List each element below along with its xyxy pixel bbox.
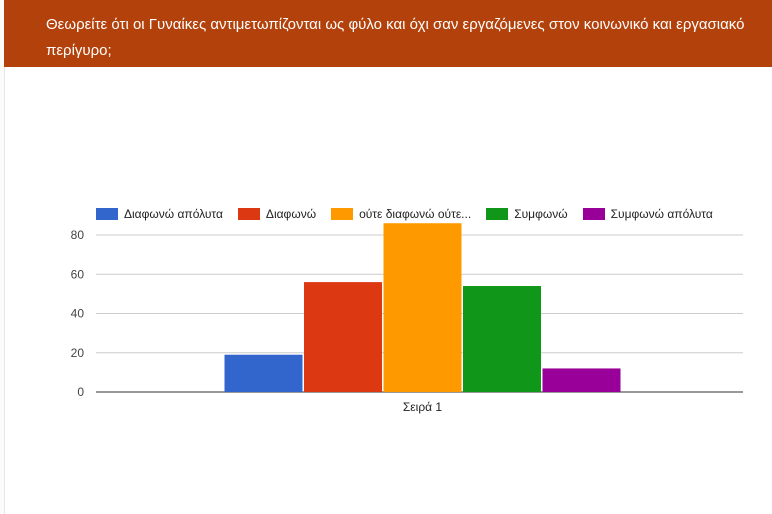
question-header: Θεωρείτε ότι οι Γυναίκες αντιμετωπίζοντα…	[4, 0, 772, 67]
bar-5	[542, 368, 621, 392]
legend-swatch	[96, 208, 118, 220]
legend-label: Συμφωνώ	[514, 207, 568, 221]
legend-item: Διαφωνώ απόλυτα	[96, 207, 223, 221]
legend-swatch	[582, 208, 605, 220]
legend-label: Διαφωνώ απόλυτα	[124, 207, 223, 221]
question-title: Θεωρείτε ότι οι Γυναίκες αντιμετωπίζοντα…	[46, 16, 745, 59]
legend-swatch	[331, 208, 354, 220]
bar-1	[224, 354, 303, 392]
legend-item: Συμφωνώ	[486, 207, 568, 221]
y-tick-label: 80	[71, 228, 85, 242]
chart-legend: Διαφωνώ απόλυτα Διαφωνώ ούτε διαφωνώ ούτε.…	[96, 207, 713, 221]
legend-item: ούτε διαφωνώ ούτε...	[331, 207, 471, 221]
legend-label: ούτε διαφωνώ ούτε...	[359, 207, 472, 221]
legend-item: Διαφωνώ	[237, 207, 317, 221]
bar-2	[304, 282, 382, 392]
legend-swatch	[237, 208, 260, 220]
y-tick-label: 40	[71, 307, 85, 321]
bar-3	[383, 223, 462, 392]
x-category-label: Σειρά 1	[403, 400, 443, 414]
y-tick-label: 0	[77, 385, 84, 399]
y-tick-label: 20	[71, 346, 85, 360]
legend-swatch	[486, 208, 509, 220]
legend-label: Διαφωνώ	[265, 207, 317, 221]
bar-4	[463, 286, 541, 392]
legend-item: Συμφωνώ απόλυτα	[582, 207, 713, 221]
y-tick-label: 60	[71, 267, 85, 281]
legend-label: Συμφωνώ απόλυτα	[610, 207, 713, 221]
